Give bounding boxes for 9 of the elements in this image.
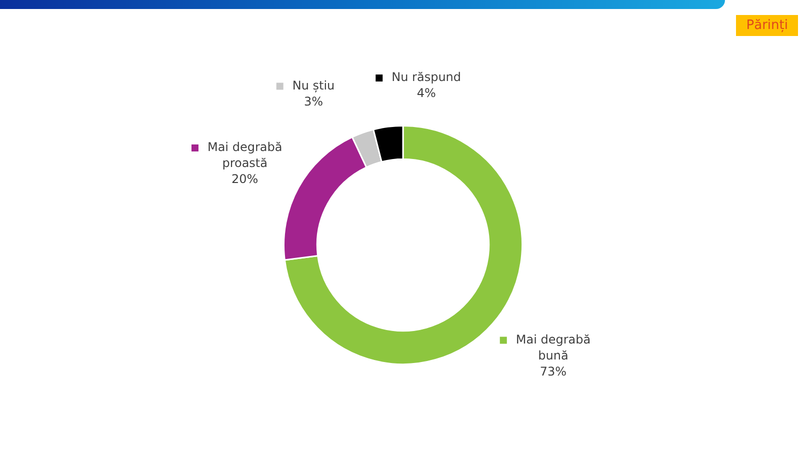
legend-label: Nu răspund [392,70,462,84]
legend-label: Mai degrabă bună [516,332,591,362]
data-label: 3% [304,94,324,108]
data-label: 20% [232,172,258,186]
data-label: 73% [540,364,567,378]
legend-label: Nu știu [292,78,335,92]
text: Părinți [736,15,798,36]
legend-label: Mai degrabă proastă [207,140,282,170]
data-label: 4% [416,86,436,100]
